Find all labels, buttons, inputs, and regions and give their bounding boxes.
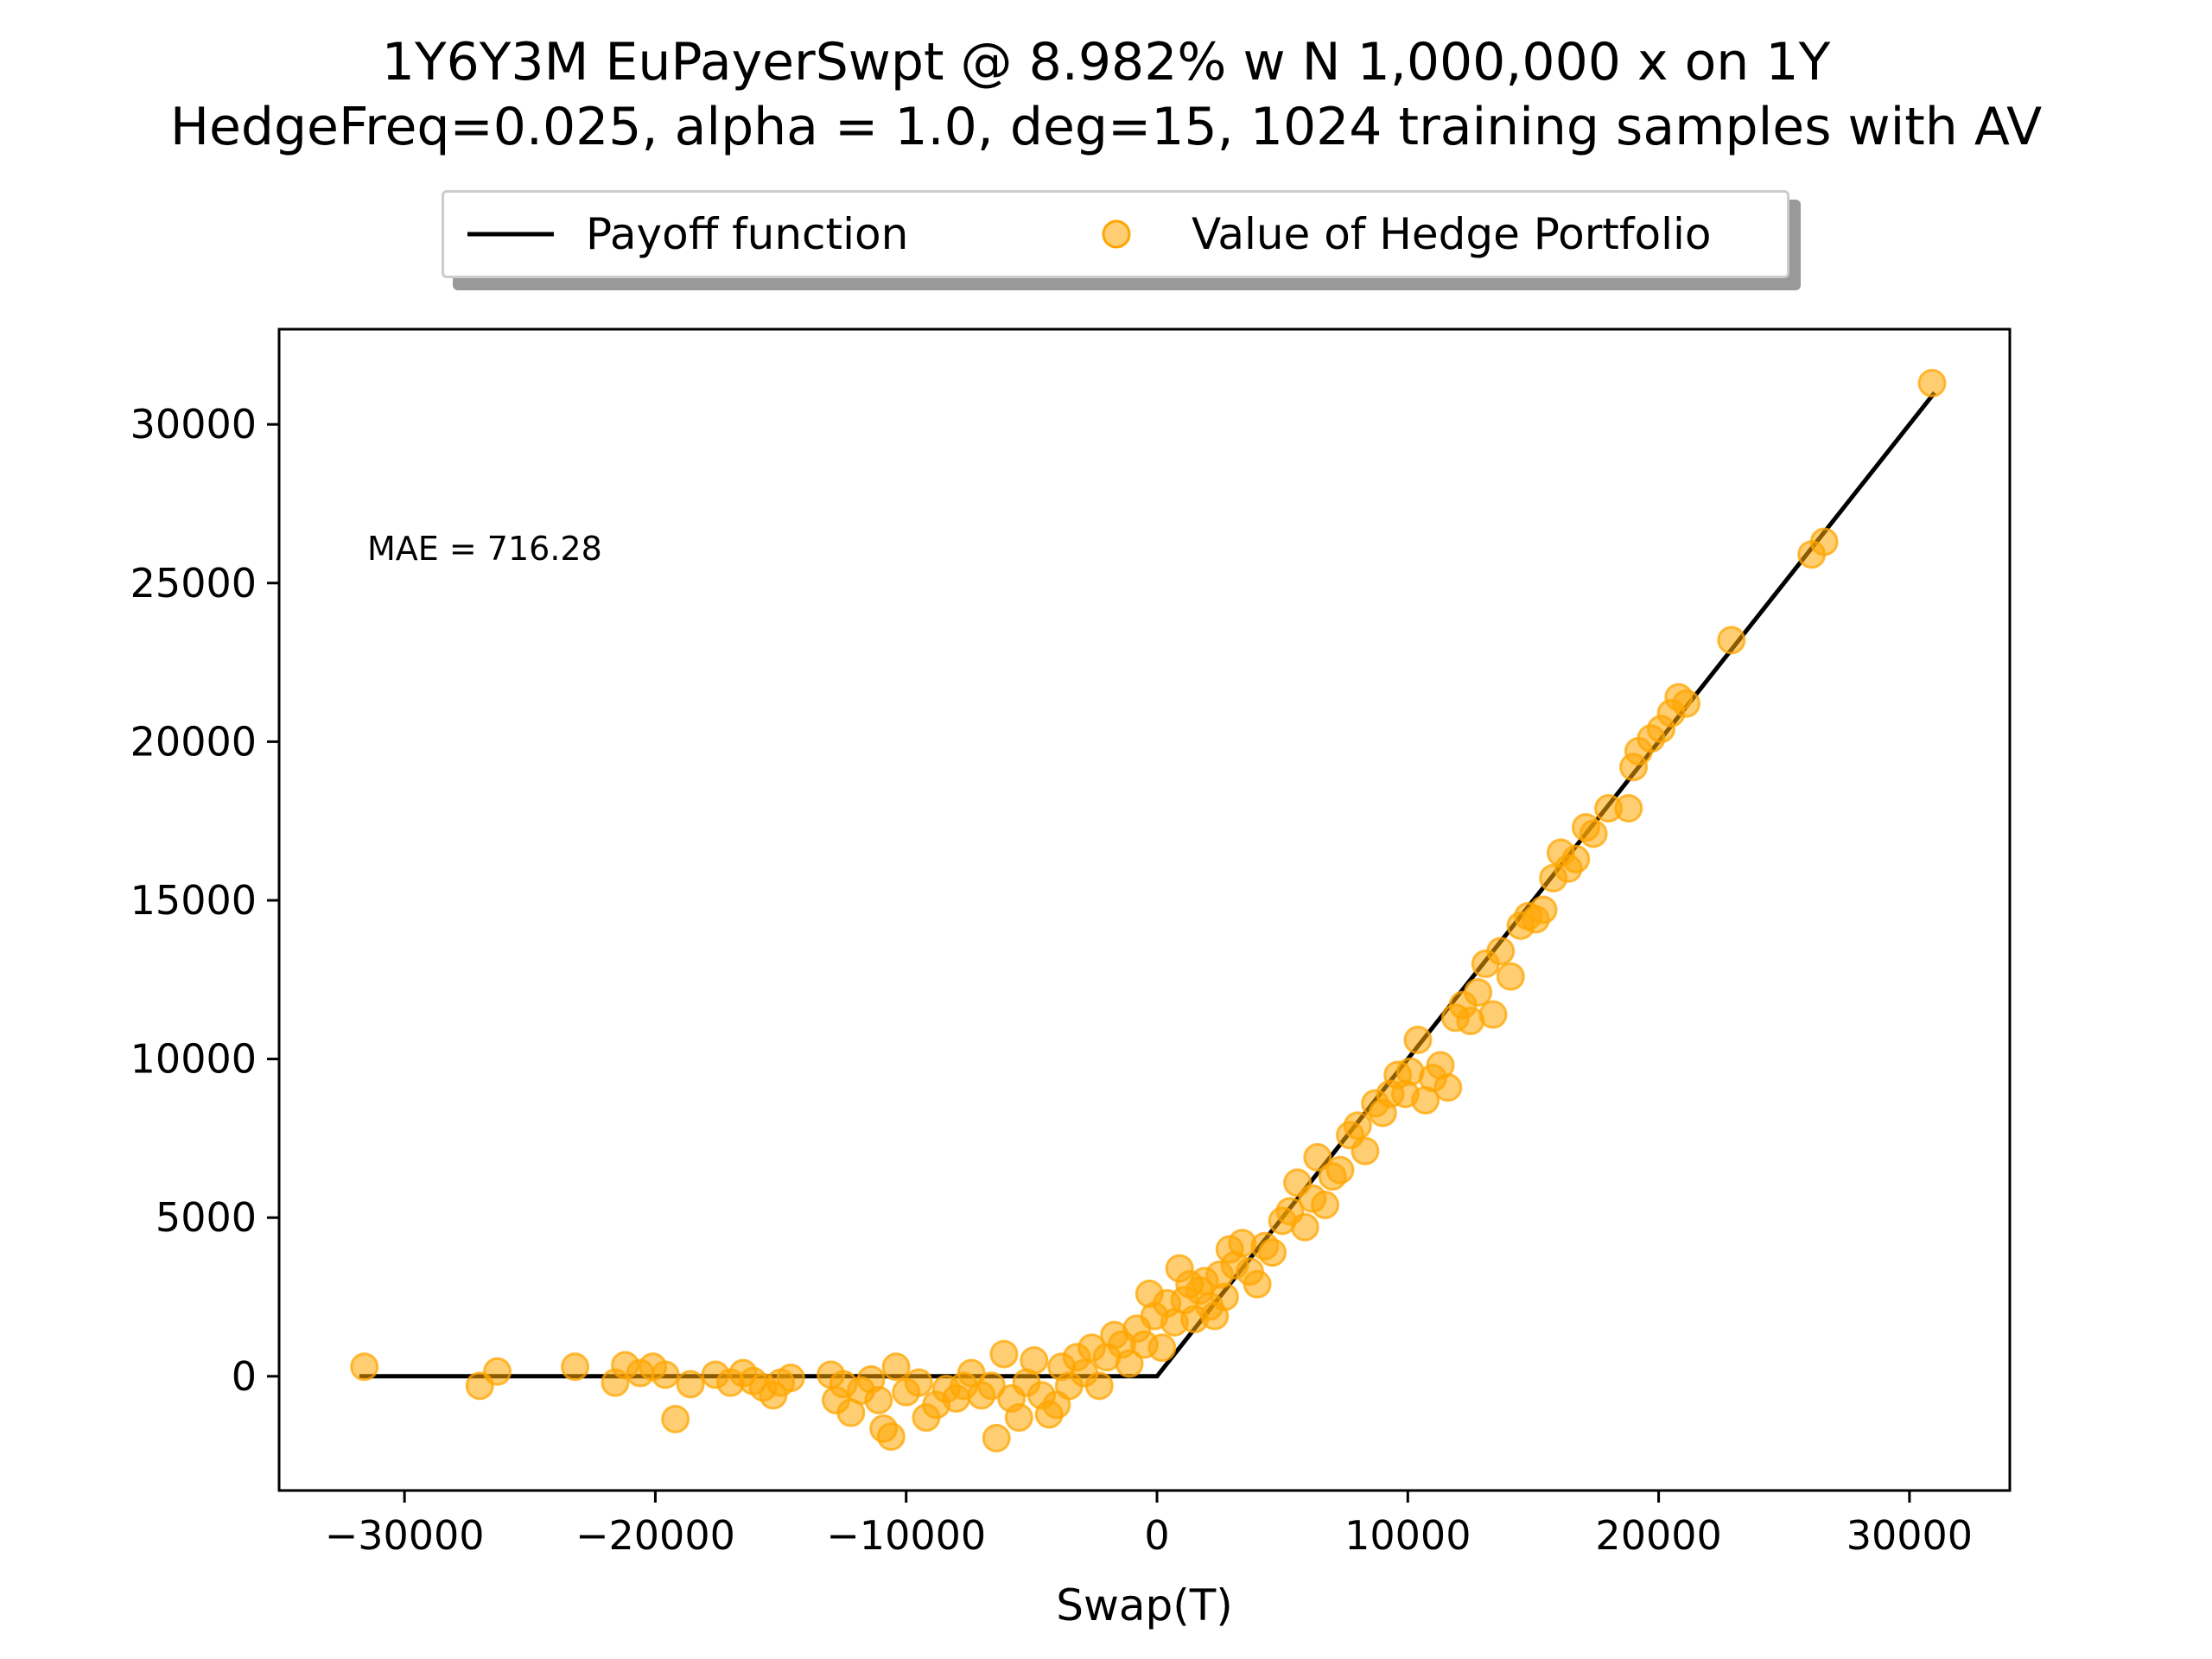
hedge-point <box>1351 1136 1380 1166</box>
hedge-point <box>876 1422 906 1452</box>
x-tick-label: 30000 <box>1847 1512 1973 1559</box>
hedge-point <box>1478 1000 1508 1029</box>
x-tick-label: −10000 <box>826 1512 986 1559</box>
hedge-point <box>1303 1142 1332 1172</box>
chart-subtitle: HedgeFreq=0.025, alpha = 1.0, deg=15, 10… <box>169 97 2043 157</box>
hedge-point <box>1809 527 1839 556</box>
x-tick-label: 0 <box>1144 1512 1169 1559</box>
legend-item-payoff: Payoff function <box>463 193 908 276</box>
hedge-point <box>1325 1155 1355 1185</box>
hedge-point <box>1464 977 1493 1007</box>
y-tick-label: 25000 <box>130 560 257 607</box>
legend-label-hedge: Value of Hedge Portfolio <box>1192 209 1712 259</box>
legend-line-swatch <box>467 232 554 237</box>
axes-frame <box>277 327 2012 1492</box>
hedge-point <box>1243 1269 1272 1299</box>
hedge-point <box>1084 1371 1114 1401</box>
hedge-point <box>1486 937 1516 966</box>
y-tick-label: 0 <box>232 1353 257 1400</box>
x-tick-label: 10000 <box>1344 1512 1471 1559</box>
hedge-point <box>1210 1282 1239 1312</box>
y-tick-label: 5000 <box>156 1194 257 1241</box>
y-tick-label: 15000 <box>130 877 257 924</box>
hedge-point <box>1403 1026 1433 1055</box>
x-tick-label: 20000 <box>1595 1512 1721 1559</box>
axis-ticks: −30000 −20000 −10000 0 10000 20000 30000 0 5000 1… <box>130 401 1973 1559</box>
hedge-point <box>1614 793 1643 823</box>
hedge-point <box>1258 1238 1287 1268</box>
hedge-point <box>1917 368 1947 397</box>
y-tick-label: 30000 <box>130 401 257 448</box>
hedge-point <box>1717 626 1746 655</box>
hedge-point <box>1561 844 1591 874</box>
hedge-point <box>1115 1349 1144 1378</box>
hedge-point <box>1672 689 1701 718</box>
legend: Payoff function Value of Hedge Portfolio <box>442 190 1789 278</box>
plot-area <box>350 368 1947 1452</box>
hedge-point <box>1311 1191 1340 1220</box>
y-tick-label: 20000 <box>130 718 257 765</box>
hedge-point <box>676 1370 705 1399</box>
hedge-point <box>1147 1333 1177 1363</box>
y-tick-label: 10000 <box>130 1036 257 1083</box>
hedge-point <box>989 1339 1019 1369</box>
hedge-point <box>776 1363 805 1393</box>
legend-label-payoff: Payoff function <box>586 209 909 259</box>
x-axis-label: Swap(T) <box>1056 1580 1233 1630</box>
hedge-point <box>976 1371 1006 1401</box>
hedge-point <box>561 1352 590 1382</box>
hedge-point <box>651 1360 680 1389</box>
hedge-point <box>483 1357 512 1386</box>
hedge-point <box>1579 819 1608 849</box>
hedge-point <box>1290 1212 1319 1242</box>
x-tick-label: −30000 <box>325 1512 485 1559</box>
hedge-point <box>1496 962 1525 991</box>
legend-marker-swatch <box>1102 219 1131 249</box>
hedge-point <box>1004 1403 1033 1433</box>
hedge-point <box>1433 1073 1463 1103</box>
hedge-point <box>1343 1111 1372 1141</box>
hedge-point <box>661 1404 690 1433</box>
legend-item-hedge: Value of Hedge Portfolio <box>1069 193 1711 276</box>
hedge-point <box>1529 895 1558 925</box>
hedge-point <box>864 1385 893 1414</box>
x-tick-label: −20000 <box>575 1512 735 1559</box>
hedge-point <box>982 1423 1011 1452</box>
hedge-point <box>881 1352 911 1382</box>
mae-annotation: MAE = 716.28 <box>367 530 602 568</box>
hedge-point <box>1020 1345 1049 1375</box>
hedge-point <box>904 1368 933 1397</box>
chart-title: 1Y6Y3M EuPayerSwpt @ 8.982% w N 1,000,00… <box>381 32 1831 92</box>
hedge-point <box>350 1352 379 1382</box>
